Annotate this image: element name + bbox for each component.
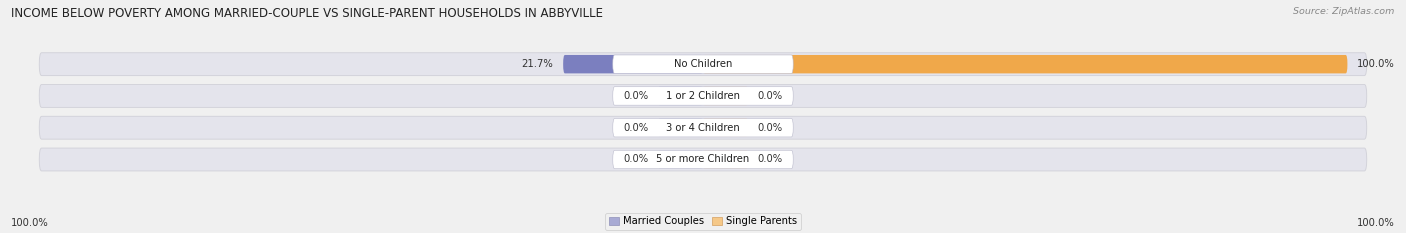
FancyBboxPatch shape xyxy=(703,55,1347,73)
Text: 100.0%: 100.0% xyxy=(1357,59,1395,69)
Text: 1 or 2 Children: 1 or 2 Children xyxy=(666,91,740,101)
Text: 100.0%: 100.0% xyxy=(11,218,49,228)
FancyBboxPatch shape xyxy=(613,150,793,169)
FancyBboxPatch shape xyxy=(613,87,793,105)
Text: Source: ZipAtlas.com: Source: ZipAtlas.com xyxy=(1294,7,1395,16)
FancyBboxPatch shape xyxy=(658,87,703,105)
Text: INCOME BELOW POVERTY AMONG MARRIED-COUPLE VS SINGLE-PARENT HOUSEHOLDS IN ABBYVIL: INCOME BELOW POVERTY AMONG MARRIED-COUPL… xyxy=(11,7,603,20)
Text: 3 or 4 Children: 3 or 4 Children xyxy=(666,123,740,133)
FancyBboxPatch shape xyxy=(703,87,748,105)
Text: 0.0%: 0.0% xyxy=(758,91,783,101)
Text: 5 or more Children: 5 or more Children xyxy=(657,154,749,164)
Text: No Children: No Children xyxy=(673,59,733,69)
FancyBboxPatch shape xyxy=(658,119,703,137)
FancyBboxPatch shape xyxy=(39,53,1367,76)
FancyBboxPatch shape xyxy=(613,119,793,137)
FancyBboxPatch shape xyxy=(39,85,1367,107)
Text: 0.0%: 0.0% xyxy=(758,154,783,164)
FancyBboxPatch shape xyxy=(39,148,1367,171)
Legend: Married Couples, Single Parents: Married Couples, Single Parents xyxy=(606,213,800,230)
Text: 0.0%: 0.0% xyxy=(623,91,648,101)
Text: 0.0%: 0.0% xyxy=(623,123,648,133)
FancyBboxPatch shape xyxy=(703,150,748,169)
Text: 0.0%: 0.0% xyxy=(758,123,783,133)
Text: 21.7%: 21.7% xyxy=(522,59,554,69)
FancyBboxPatch shape xyxy=(658,150,703,169)
Text: 100.0%: 100.0% xyxy=(1357,218,1395,228)
FancyBboxPatch shape xyxy=(703,119,748,137)
FancyBboxPatch shape xyxy=(564,55,703,73)
Text: 0.0%: 0.0% xyxy=(623,154,648,164)
FancyBboxPatch shape xyxy=(613,55,793,73)
FancyBboxPatch shape xyxy=(39,116,1367,139)
